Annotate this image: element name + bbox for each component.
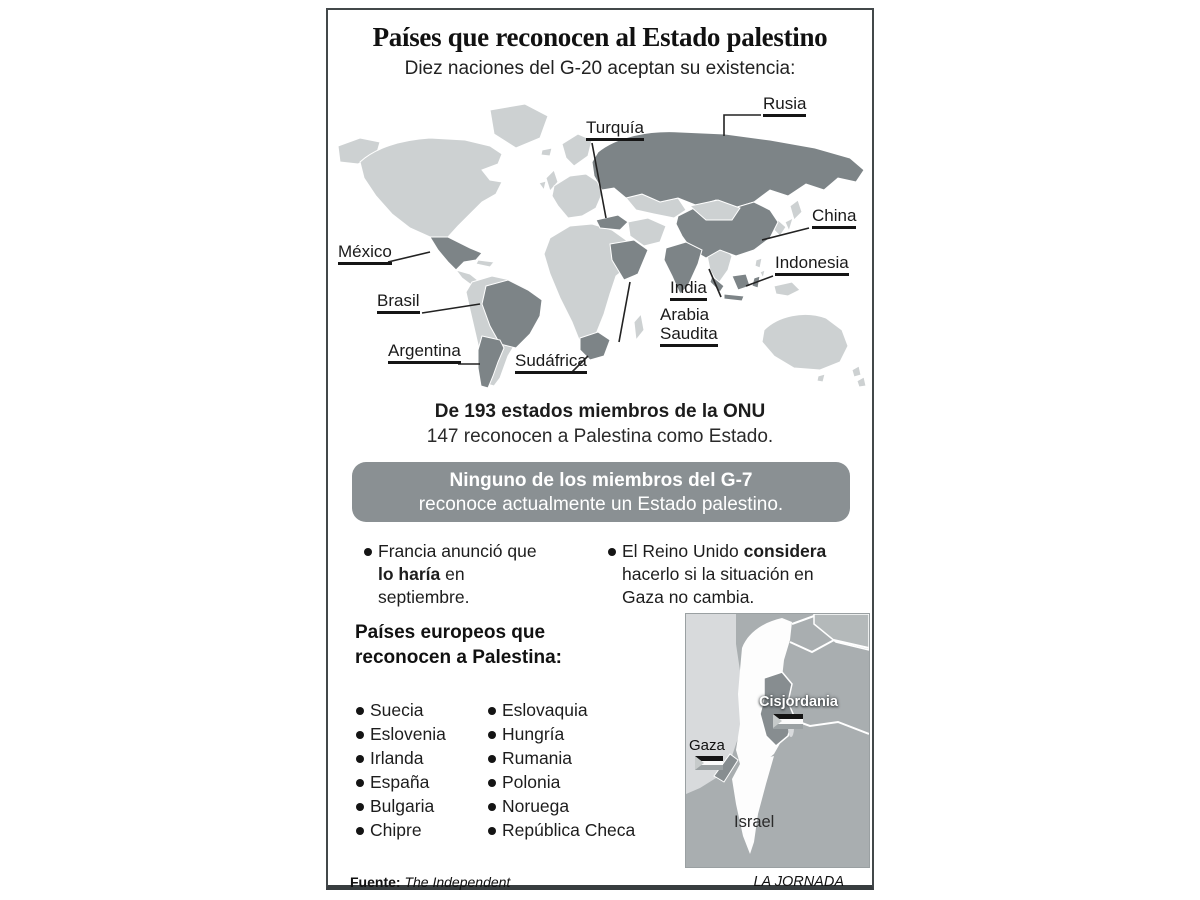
list-item: España — [356, 772, 446, 796]
g7-banner-line1: Ninguno de los miembros del G-7 — [449, 470, 753, 491]
note-uk: El Reino Unido considera hacerlo si la s… — [608, 540, 848, 609]
israel-detail-map: Cisjordania Gaza Israel — [685, 613, 870, 868]
publisher-credit: LA JORNADA — [753, 874, 844, 890]
onu-members-line: De 193 estados miembros de la ONU — [434, 401, 766, 422]
bullet-icon — [356, 755, 364, 763]
page-title: Países que reconocen al Estado palestino — [372, 22, 828, 52]
infographic-panel: Países que reconocen al Estado palestino… — [326, 8, 874, 890]
europe-list-col1: Suecia Eslovenia Irlanda España Bulgaria… — [356, 700, 446, 844]
list-item: Suecia — [356, 700, 446, 724]
source-name: The Independent — [404, 874, 511, 890]
bullet-icon — [356, 707, 364, 715]
israel-map-svg — [686, 614, 869, 867]
list-item: Bulgaria — [356, 796, 446, 820]
palestinian-flag-icon — [773, 714, 803, 729]
world-map-svg — [337, 103, 867, 389]
map-label-china: China — [812, 206, 857, 229]
list-item: Rumania — [488, 748, 635, 772]
bullet-icon — [356, 779, 364, 787]
bullet-icon — [488, 731, 496, 739]
g7-banner-line2: reconoce actualmente un Estado palestino… — [418, 494, 784, 515]
map-label-sudafrica: Sudáfrica — [515, 351, 587, 374]
list-item: Irlanda — [356, 748, 446, 772]
source-credit: Fuente: The Independent — [350, 874, 510, 890]
list-item: Polonia — [488, 772, 635, 796]
bullet-icon — [364, 548, 372, 556]
map-label-turquia: Turquía — [586, 118, 644, 141]
note-france: Francia anunció que lo haría en septiemb… — [364, 540, 546, 609]
label-cisjordania: Cisjordania — [759, 694, 838, 710]
source-label: Fuente: — [350, 874, 401, 890]
europe-list-col2: Eslovaquia Hungría Rumania Polonia Norue… — [488, 700, 635, 844]
list-item: Noruega — [488, 796, 635, 820]
world-map: Rusia Turquía China Indonesia México Bra… — [330, 90, 870, 392]
bullet-icon — [608, 548, 616, 556]
map-label-indonesia: Indonesia — [775, 253, 849, 276]
bullet-icon — [488, 755, 496, 763]
bullet-icon — [488, 779, 496, 787]
map-label-arabia-saudita: Arabia Saudita — [660, 305, 718, 347]
list-item: Hungría — [488, 724, 635, 748]
palestinian-flag-icon — [695, 756, 723, 770]
list-item: República Checa — [488, 820, 635, 844]
label-gaza: Gaza — [689, 737, 725, 754]
label-israel: Israel — [734, 813, 775, 831]
g7-banner: Ninguno de los miembros del G-7 reconoce… — [352, 462, 850, 522]
europe-heading: Países europeos que reconocen a Palestin… — [355, 622, 562, 668]
bullet-icon — [356, 827, 364, 835]
bullet-icon — [488, 827, 496, 835]
map-label-mexico: México — [338, 242, 392, 265]
map-label-india: India — [670, 278, 707, 301]
onu-recognition-line: 147 reconocen a Palestina como Estado. — [426, 426, 774, 447]
map-label-rusia: Rusia — [763, 94, 807, 117]
list-item: Eslovenia — [356, 724, 446, 748]
list-item: Chipre — [356, 820, 446, 844]
bullet-icon — [356, 731, 364, 739]
map-label-argentina: Argentina — [388, 341, 461, 364]
bullet-icon — [356, 803, 364, 811]
bullet-icon — [488, 707, 496, 715]
page-subtitle: Diez naciones del G-20 aceptan su existe… — [404, 58, 796, 79]
list-item: Eslovaquia — [488, 700, 635, 724]
bullet-icon — [488, 803, 496, 811]
map-label-brasil: Brasil — [377, 291, 420, 314]
